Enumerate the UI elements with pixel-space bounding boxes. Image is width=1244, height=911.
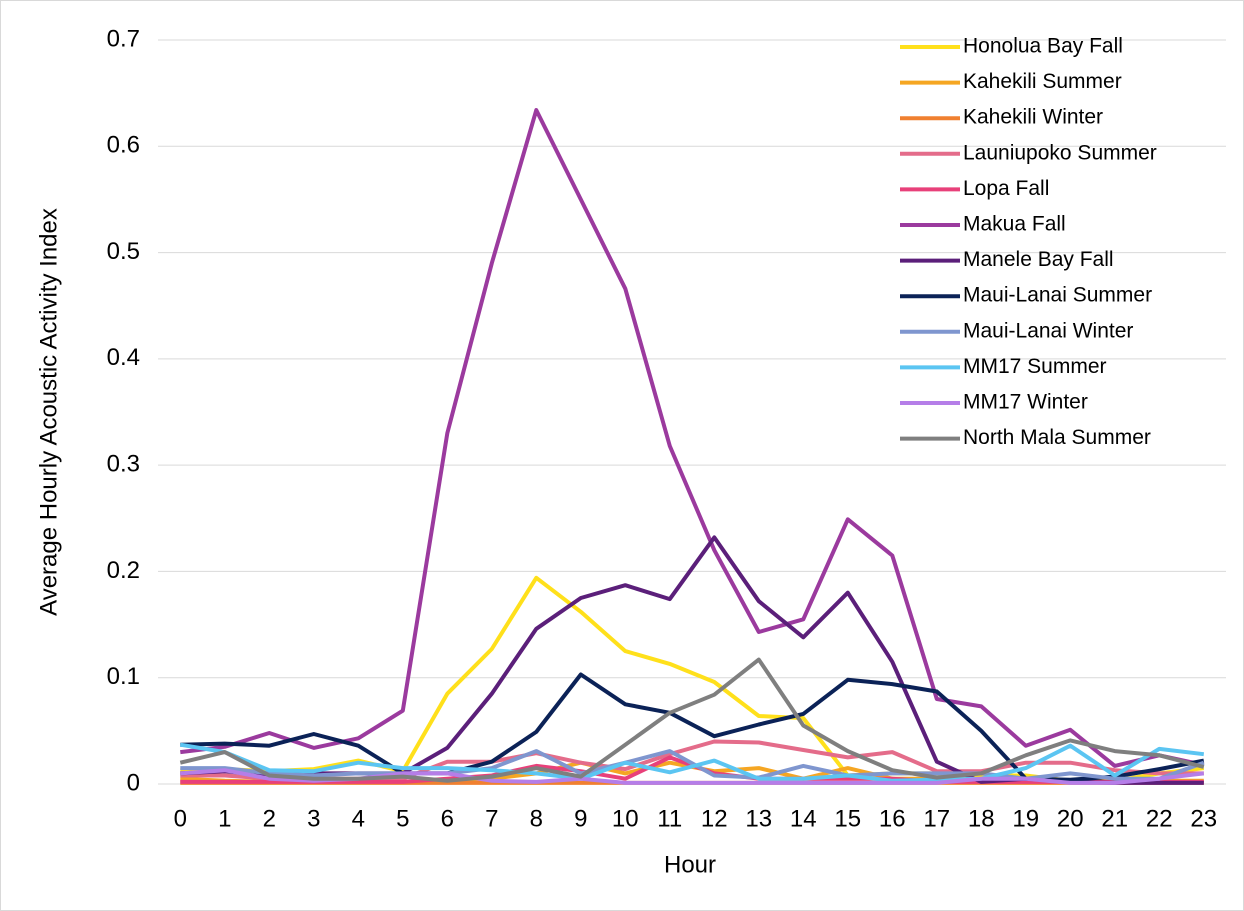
x-tick-label: 19: [1012, 805, 1039, 832]
x-tick-label: 16: [879, 805, 906, 832]
y-tick-label: 0: [127, 769, 140, 796]
y-tick-label: 0.5: [107, 238, 140, 265]
legend-label: Kahekili Summer: [963, 70, 1122, 93]
legend-label: North Mala Summer: [963, 426, 1151, 449]
y-tick-label: 0.6: [107, 132, 140, 159]
x-tick-label: 8: [530, 805, 543, 832]
x-tick-label: 15: [834, 805, 861, 832]
y-tick-label: 0.2: [107, 557, 140, 584]
legend-label: MM17 Winter: [963, 391, 1088, 414]
x-tick-label: 21: [1101, 805, 1128, 832]
legend-label: Maui-Lanai Winter: [963, 319, 1133, 342]
series-line: [179, 657, 1205, 783]
legend-label: Lopa Fall: [963, 177, 1049, 200]
x-tick-label: 18: [968, 805, 995, 832]
legend-label: Kahekili Winter: [963, 106, 1103, 129]
x-tick-label: 17: [923, 805, 950, 832]
x-tick-label: 22: [1146, 805, 1173, 832]
y-tick-label: 0.7: [107, 25, 140, 52]
y-tick-label: 0.4: [107, 344, 140, 371]
x-tick-label: 12: [701, 805, 728, 832]
series-line: [179, 742, 1205, 783]
x-tick-label: 13: [745, 805, 772, 832]
x-tick-label: 0: [174, 805, 187, 832]
legend-label: Makua Fall: [963, 213, 1066, 236]
y-tick-label: 0.1: [107, 663, 140, 690]
y-axis-title: Average Hourly Acoustic Activity Index: [35, 208, 62, 616]
x-tick-label: 1: [218, 805, 231, 832]
legend-label: Maui-Lanai Summer: [963, 284, 1152, 307]
legend-label: Honolua Bay Fall: [963, 35, 1123, 58]
x-tick-label: 10: [612, 805, 639, 832]
x-tick-label: 5: [396, 805, 409, 832]
x-tick-label: 2: [263, 805, 276, 832]
series-line: [180, 108, 1205, 768]
x-tick-label: 9: [574, 805, 587, 832]
legend-label: MM17 Summer: [963, 355, 1107, 378]
x-axis-title: Hour: [664, 851, 716, 878]
x-tick-label: 23: [1190, 805, 1217, 832]
x-tick-label: 4: [352, 805, 365, 832]
x-tick-label: 20: [1057, 805, 1084, 832]
x-tick-label: 6: [441, 805, 454, 832]
x-tick-label: 11: [657, 805, 682, 832]
y-tick-label: 0.3: [107, 450, 140, 477]
legend-label: Manele Bay Fall: [963, 248, 1114, 271]
legend-label: Launiupoko Summer: [963, 141, 1157, 164]
x-tick-label: 7: [485, 805, 498, 832]
x-tick-label: 14: [790, 805, 817, 832]
x-tick-label: 3: [307, 805, 320, 832]
